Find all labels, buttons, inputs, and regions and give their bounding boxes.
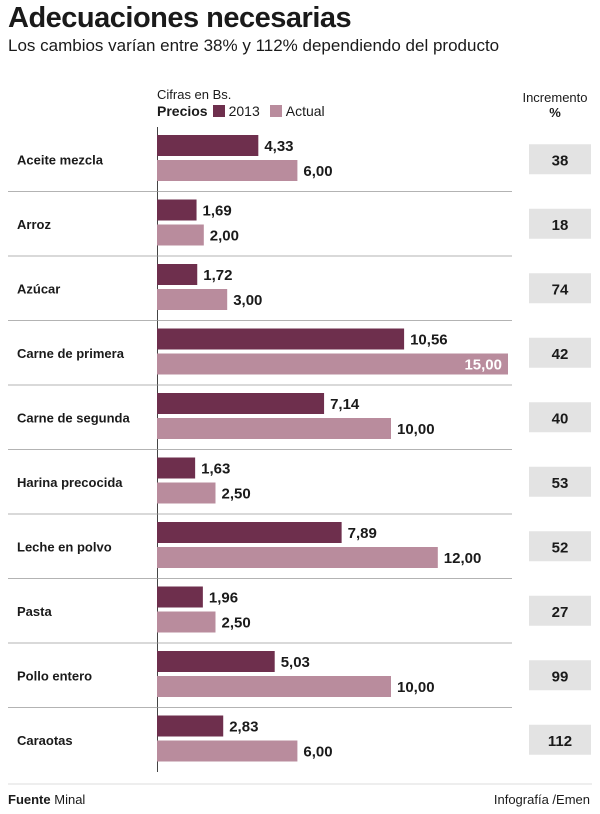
category-label: Pasta [17,604,52,619]
data-label-actual: 10,00 [397,679,435,696]
bar-actual [157,160,298,181]
increment-value: 18 [552,217,569,234]
increment-header: Incremento % [512,90,598,120]
legend: Precios 2013 Actual [157,103,335,119]
chart-title: Adecuaciones necesarias [8,2,352,34]
data-label-actual: 6,00 [303,744,332,761]
chart-subtitle: Los cambios varían entre 38% y 112% depe… [8,36,500,55]
bar-actual [157,418,391,439]
bar-2013 [157,264,198,285]
bar-2013 [157,457,196,479]
bar-2013 [157,135,259,156]
increment-box [529,144,591,175]
legend-title: Precios [157,103,208,119]
bar-actual [157,482,216,504]
bar-actual [157,611,216,633]
category-label: Carne de segunda [17,410,130,425]
category-label: Carne de primera [17,346,125,361]
category-label: Arroz [17,217,51,232]
data-label-actual: 2,50 [222,615,251,632]
data-label-2013: 1,72 [203,267,232,284]
data-label-2013: 1,69 [203,203,232,220]
source-value: Minal [54,792,86,807]
increment-value: 38 [552,152,569,169]
bar-actual [157,740,298,762]
data-label-actual: 10,00 [397,421,435,438]
data-label-actual: 2,00 [210,228,239,245]
increment-value: 74 [552,281,569,298]
bar-2013 [157,328,405,350]
bar-2013 [157,651,275,672]
data-label-2013: 7,14 [330,396,360,413]
data-label-actual: 6,00 [303,163,332,180]
increment-value: 52 [552,539,569,556]
credit-note: Infografía /Emen [493,792,590,807]
data-label-2013: 5,03 [281,654,310,671]
data-label-2013: 4,33 [264,138,293,155]
data-label-2013: 2,83 [229,719,258,736]
data-label-2013: 1,96 [209,590,238,607]
increment-value: 112 [548,733,572,750]
data-label-2013: 1,63 [201,461,230,478]
category-label: Harina precocida [17,475,123,490]
legend-swatch-2013 [212,105,225,117]
increment-value: 53 [552,475,569,492]
data-label-2013: 10,56 [410,332,448,349]
category-label: Aceite mezcla [17,152,104,167]
bar-2013 [157,715,224,737]
increment-box [529,724,591,755]
increment-box [529,660,591,691]
increment-header-line1: Incremento [522,90,588,105]
data-label-actual: 3,00 [233,292,262,309]
bar-actual [157,353,508,375]
increment-box [529,595,591,626]
increment-value: 99 [552,668,569,685]
data-label-2013: 7,89 [348,525,377,542]
category-label: Azúcar [17,281,60,296]
bar-actual [157,676,391,697]
increment-box [529,466,591,497]
legend-label-2013: 2013 [228,103,260,119]
increment-value: 27 [552,604,569,621]
bar-2013 [157,522,342,543]
legend-label-actual: Actual [285,103,325,119]
increment-header-line2: % [549,105,561,120]
source-label: Fuente [8,792,51,807]
bar-actual [157,547,438,568]
category-label: Caraotas [17,733,73,748]
source-note: Fuente Minal [8,792,85,807]
category-label: Leche en polvo [17,539,112,554]
bar-actual [157,289,228,310]
bar-2013 [157,199,197,221]
legend-swatch-actual [269,105,282,117]
increment-box [529,337,591,368]
units-label: Cifras en Bs. [157,87,232,102]
category-label: Pollo entero [17,668,92,683]
data-label-actual: 12,00 [444,550,482,567]
increment-box [529,208,591,239]
increment-box [529,273,591,304]
bar-2013 [157,586,203,608]
bar-2013 [157,393,325,414]
bar-actual [157,224,204,246]
data-label-actual: 2,50 [222,486,251,503]
increment-box [529,531,591,562]
increment-value: 40 [552,410,569,427]
increment-box [529,402,591,433]
data-label-actual: 15,00 [464,357,502,374]
increment-value: 42 [552,346,569,363]
